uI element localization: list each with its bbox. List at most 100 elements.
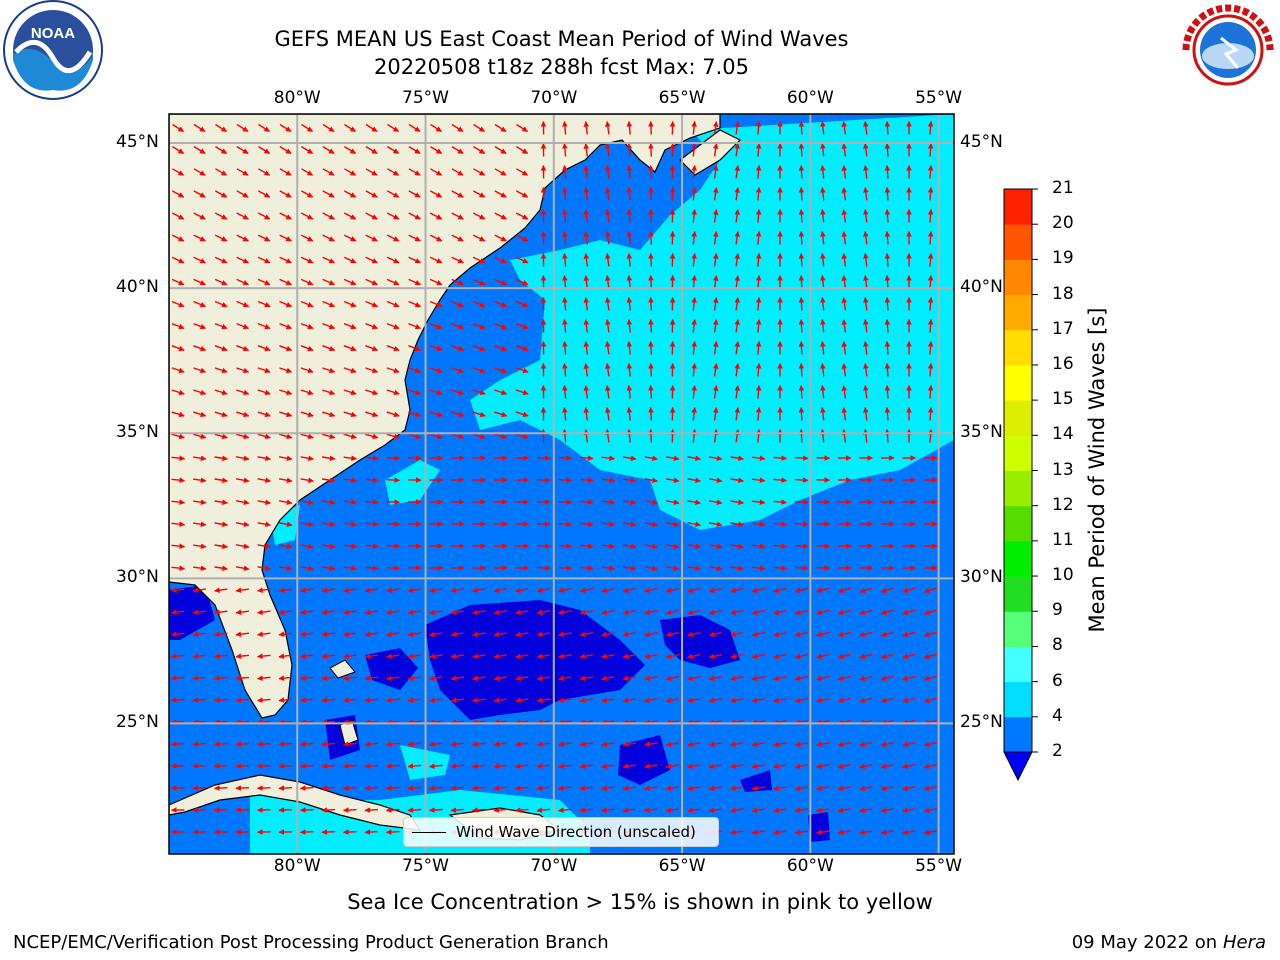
wind-arrow	[493, 697, 507, 703]
colorbar-segment	[1004, 681, 1032, 718]
colorbar-segment	[1004, 505, 1032, 542]
wind-arrow	[691, 428, 697, 443]
wind-arrow	[214, 433, 228, 440]
wind-arrow	[691, 340, 697, 355]
wind-arrow	[708, 697, 723, 704]
wind-arrow	[322, 168, 335, 176]
wind-arrow	[863, 252, 869, 267]
wind-arrow	[301, 168, 314, 176]
wind-arrow	[583, 407, 590, 421]
wind-arrow	[622, 565, 637, 571]
colorbar-segment	[1004, 189, 1032, 225]
wind-arrow	[515, 234, 529, 242]
wind-arrow	[408, 212, 421, 220]
wind-arrow	[257, 234, 271, 242]
wind-arrow	[364, 543, 379, 549]
wind-arrow	[430, 123, 442, 133]
wind-arrow	[343, 300, 357, 308]
wind-arrow	[344, 123, 356, 133]
wind-arrow	[583, 253, 590, 267]
wind-arrow	[712, 297, 719, 311]
wind-arrow	[794, 521, 809, 527]
wind-arrow	[279, 123, 292, 133]
wind-arrow	[622, 653, 637, 660]
wind-arrow	[558, 631, 572, 638]
wind-arrow	[859, 675, 873, 682]
wind-arrow	[536, 785, 551, 791]
wind-arrow	[605, 341, 611, 355]
wind-arrow	[322, 433, 336, 440]
low-period-region-4	[618, 735, 670, 785]
wind-arrow	[927, 428, 934, 443]
longitude-label: 80°W	[273, 856, 321, 876]
wind-arrow	[583, 319, 590, 333]
wind-arrow	[300, 631, 314, 637]
wind-arrow	[322, 278, 335, 286]
wind-arrow	[927, 142, 934, 157]
wind-arrow	[730, 763, 744, 770]
wind-arrow	[794, 499, 809, 505]
wind-arrow	[494, 300, 508, 308]
wind-arrow	[428, 741, 443, 747]
wind-arrow	[859, 763, 873, 770]
wind-arrow	[601, 697, 615, 704]
wind-arrow	[278, 587, 293, 593]
wind-arrow	[343, 389, 357, 396]
wind-arrow	[583, 341, 590, 355]
wind-arrow	[408, 190, 421, 198]
longitude-label: 55°W	[915, 88, 963, 108]
wind-arrow	[299, 829, 314, 835]
wind-arrow	[622, 785, 636, 791]
latitude-label: 40°N	[960, 277, 1003, 298]
wind-arrow	[494, 367, 508, 374]
wind-arrow	[386, 565, 401, 571]
wind-arrow	[387, 168, 400, 176]
wind-arrow	[471, 807, 486, 813]
wind-arrow	[300, 543, 314, 550]
wind-arrow	[648, 142, 654, 157]
wind-arrow	[708, 455, 723, 462]
wind-arrow	[300, 278, 314, 286]
wind-arrow	[626, 340, 633, 355]
wind-arrow	[321, 829, 336, 835]
wind-arrow	[215, 146, 228, 154]
wind-arrow	[751, 675, 766, 682]
wind-arrow	[429, 278, 443, 286]
wind-arrow	[451, 234, 464, 242]
wind-arrow	[365, 389, 379, 396]
wind-arrow	[301, 146, 314, 154]
wind-arrow	[493, 631, 508, 638]
wind-arrow	[386, 234, 400, 242]
wind-arrow	[235, 631, 250, 637]
wind-arrow	[579, 543, 594, 549]
wind-arrow	[387, 123, 399, 133]
wind-arrow	[450, 587, 465, 594]
wind-arrow	[322, 322, 336, 330]
wind-arrow	[429, 697, 443, 703]
wind-arrow	[343, 521, 357, 527]
wind-arrow	[278, 565, 293, 572]
wind-arrow	[626, 142, 633, 157]
wind-arrow	[712, 187, 719, 201]
wind-arrow	[450, 741, 465, 747]
wind-arrow	[773, 499, 788, 505]
wind-arrow	[884, 362, 891, 377]
wind-arrow	[193, 212, 206, 220]
wind-arrow	[256, 763, 271, 769]
wind-arrow	[235, 521, 250, 528]
wind-arrow	[712, 341, 719, 355]
wind-arrow	[236, 123, 249, 133]
wind-arrow	[583, 363, 590, 377]
wind-arrow	[880, 697, 894, 704]
latitude-label: 30°N	[116, 567, 159, 588]
colorbar-segment	[1004, 400, 1032, 436]
wind-arrow	[365, 411, 379, 418]
colorbar-segment	[1004, 470, 1032, 507]
wind-arrow	[429, 300, 443, 308]
wind-arrow	[648, 384, 654, 399]
wind-arrow	[923, 609, 937, 616]
wind-arrow	[343, 565, 357, 571]
wind-arrow	[365, 168, 378, 176]
wind-arrow	[902, 807, 916, 814]
wind-arrow	[300, 190, 314, 198]
